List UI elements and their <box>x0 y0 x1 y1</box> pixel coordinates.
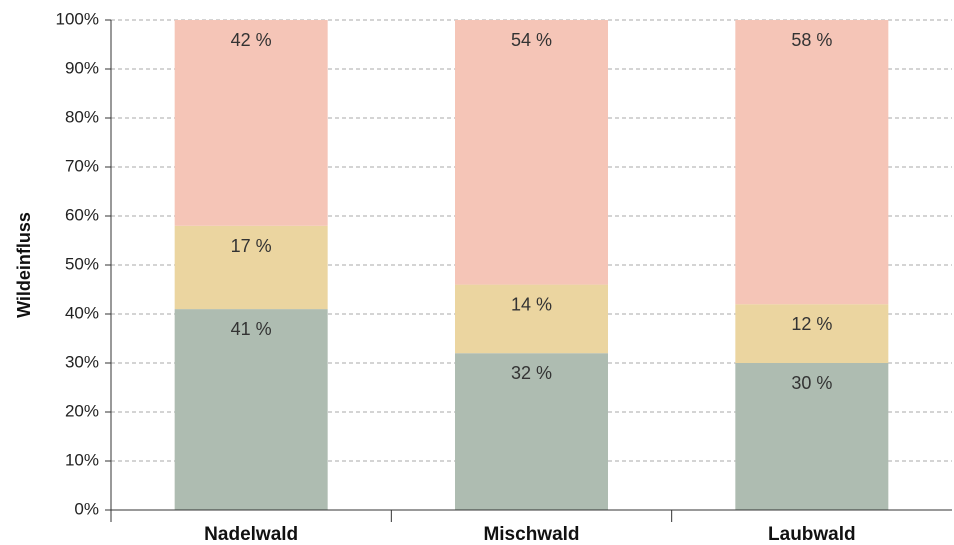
y-tick-label: 0% <box>74 499 99 518</box>
y-tick-label: 20% <box>65 401 99 420</box>
bar-segment <box>735 304 889 363</box>
data-label: 12 % <box>791 314 832 334</box>
x-tick-labels: Nadelwald Mischwald Laubwald <box>110 510 856 545</box>
bar-segment <box>174 20 328 226</box>
data-labels: 41 % 17 % 42 % 32 % 14 % 54 % 30 % 12 % 58 % <box>231 30 833 393</box>
bar-segment <box>174 225 328 310</box>
bar-segment <box>735 20 889 305</box>
y-tick-label: 80% <box>65 107 99 126</box>
bars <box>174 20 889 510</box>
y-tick-labels: 0% 10% 20% 30% 40% 50% 60% 70% 80% 90% 100% <box>56 9 111 518</box>
x-tick-label: Nadelwald <box>204 524 298 545</box>
data-label: 14 % <box>511 295 552 315</box>
y-tick-label: 40% <box>65 303 99 322</box>
bar-segment <box>455 20 608 285</box>
data-label: 41 % <box>231 319 272 339</box>
y-tick-label: 60% <box>65 205 99 224</box>
y-axis-title: Wildeinfluss <box>14 212 34 318</box>
bar-segment <box>455 353 608 510</box>
data-label: 54 % <box>511 30 552 50</box>
x-tick-label: Mischwald <box>483 524 579 545</box>
data-label: 30 % <box>791 373 832 393</box>
y-tick-label: 30% <box>65 352 99 371</box>
data-label: 42 % <box>231 30 272 50</box>
bar-segment <box>735 363 889 510</box>
data-label: 32 % <box>511 363 552 383</box>
y-tick-label: 90% <box>65 58 99 77</box>
y-tick-label: 50% <box>65 254 99 273</box>
bar-segment <box>174 309 328 510</box>
y-tick-label: 100% <box>56 9 99 28</box>
data-label: 17 % <box>231 236 272 256</box>
bar-segment <box>455 284 608 354</box>
data-label: 58 % <box>791 30 832 50</box>
x-tick-label: Laubwald <box>768 524 856 545</box>
y-tick-label: 10% <box>65 450 99 469</box>
y-tick-label: 70% <box>65 156 99 175</box>
